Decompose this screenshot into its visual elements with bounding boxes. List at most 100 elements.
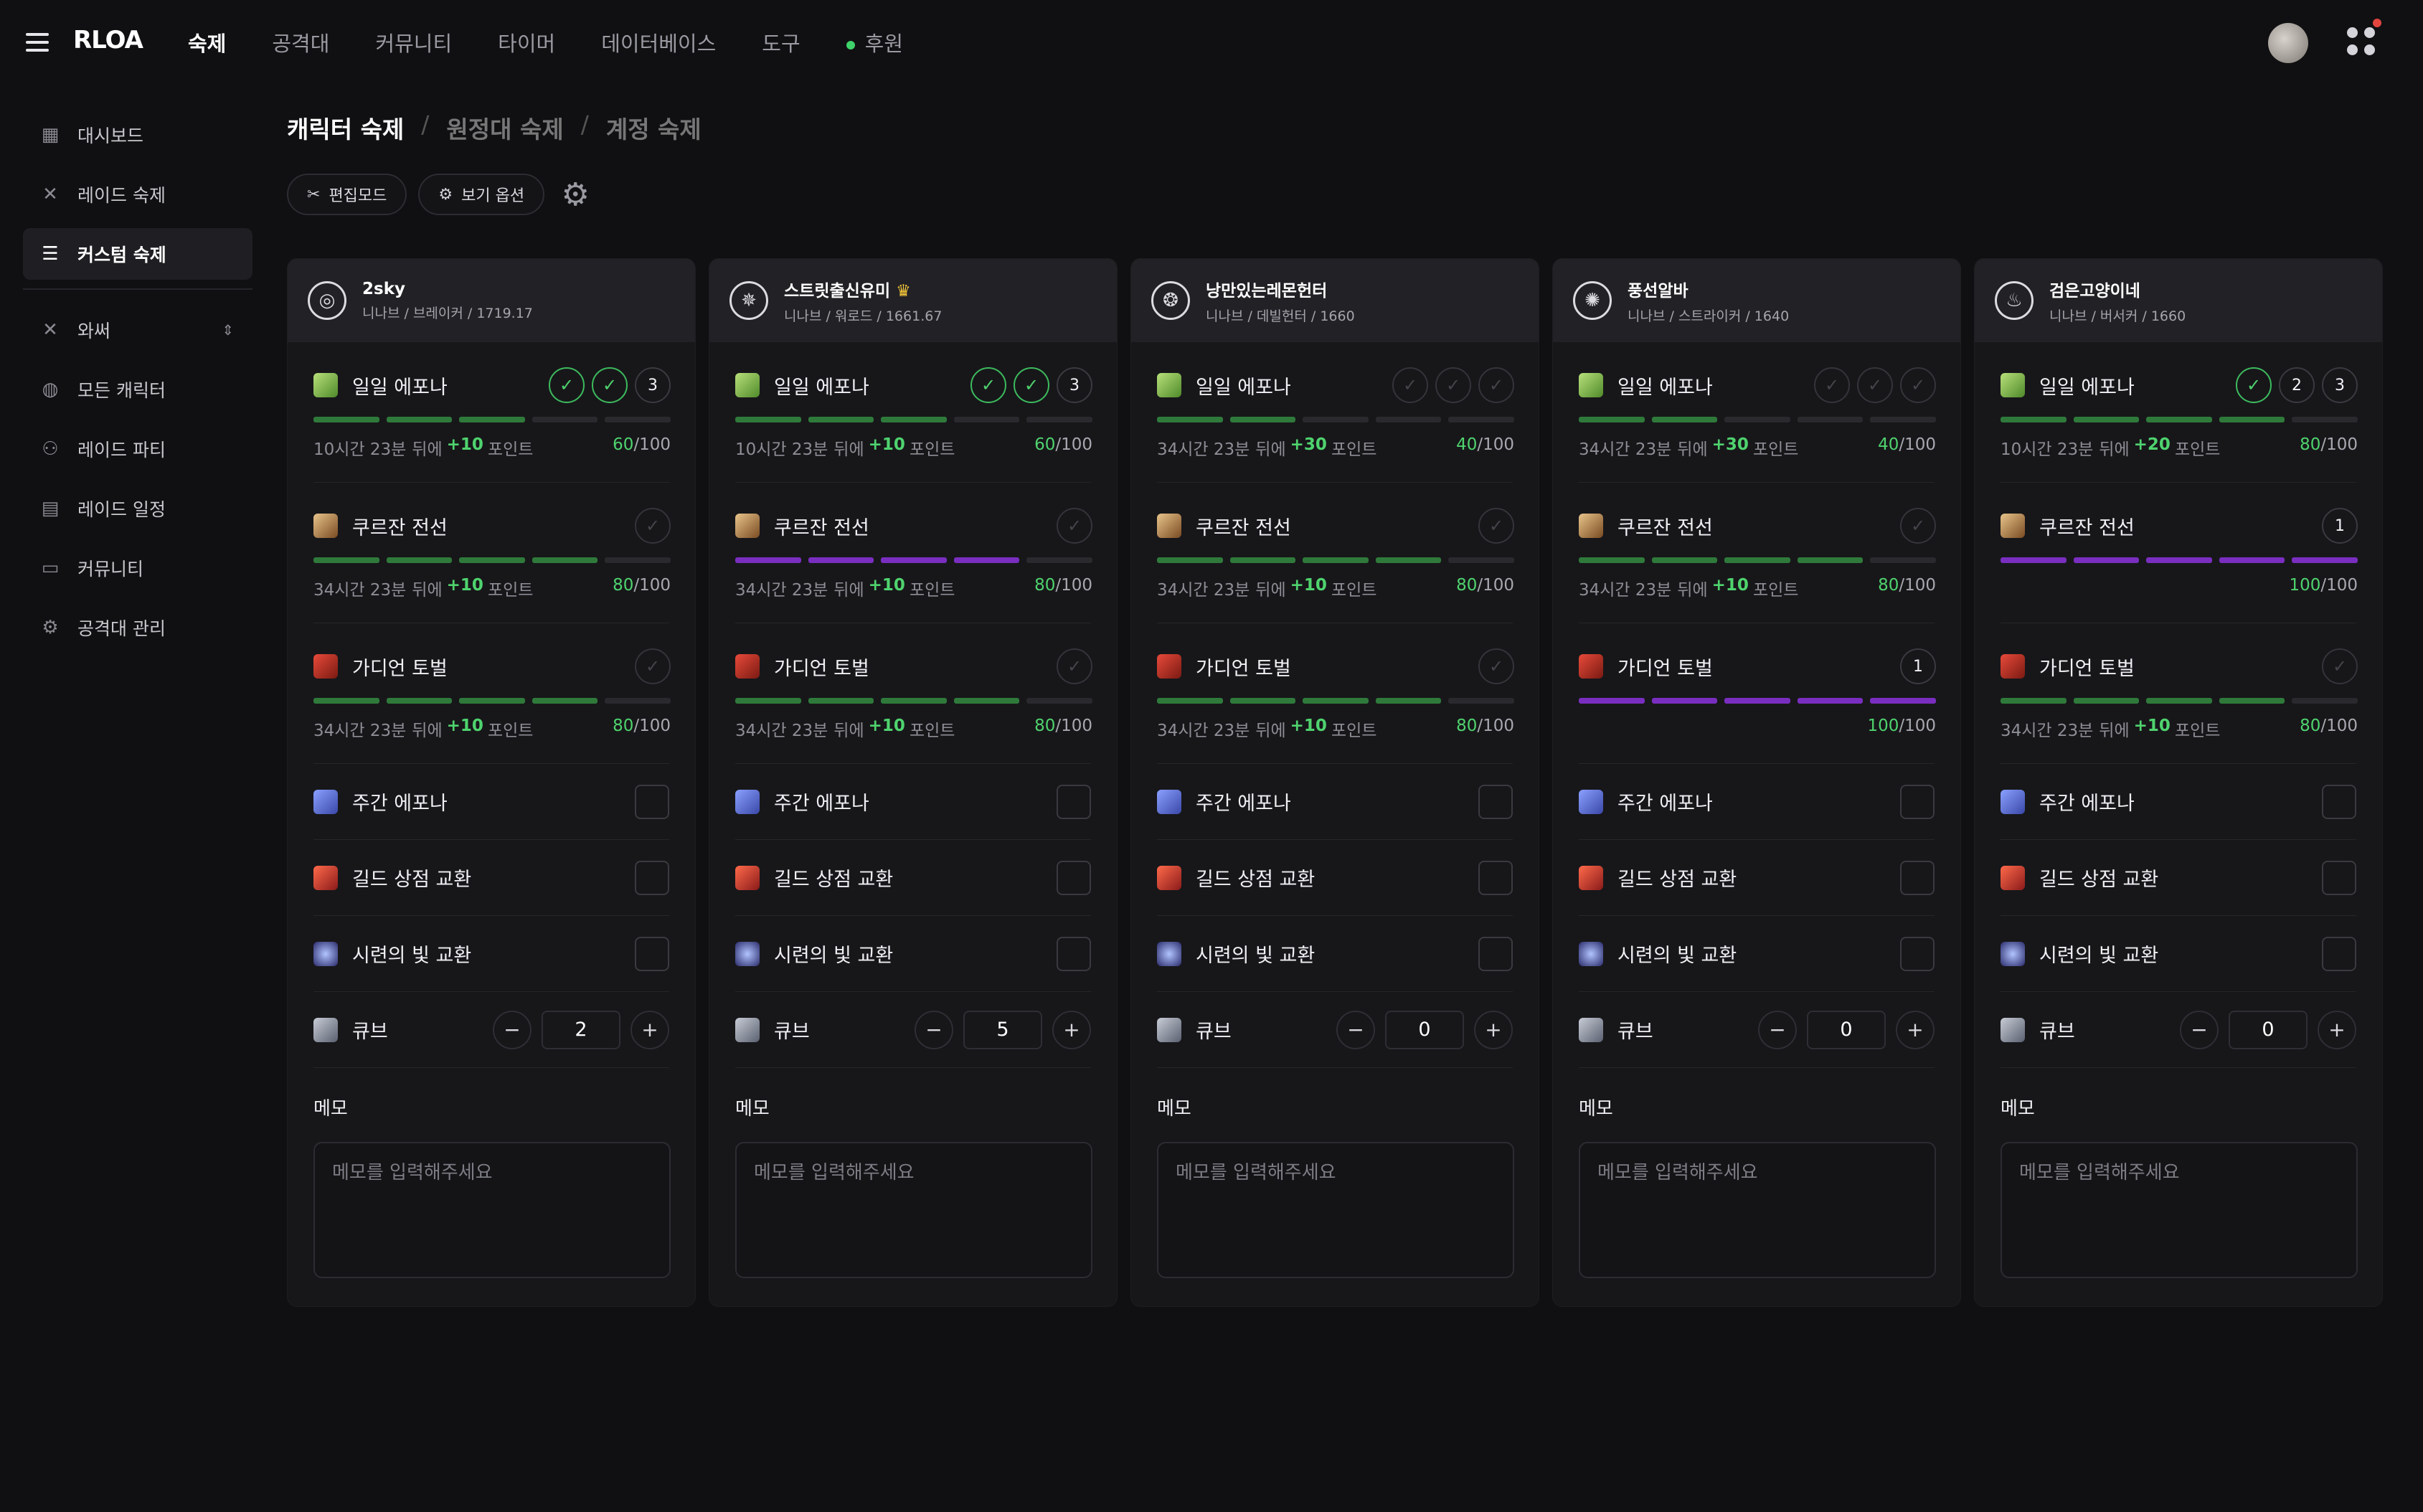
app-logo[interactable]: RLOA	[73, 26, 143, 55]
edit-mode-button[interactable]: ✂ 편집모드	[287, 174, 407, 215]
check-button[interactable]: ✓	[1857, 367, 1893, 403]
checkbox[interactable]	[1900, 860, 1935, 895]
checkbox[interactable]	[1478, 936, 1513, 971]
task-name: 큐브	[352, 1021, 388, 1043]
sidebar-item-group1-2[interactable]: ☰ 커스텀 숙제	[23, 228, 252, 280]
increment-button[interactable]: +	[1474, 1010, 1513, 1049]
sidebar-item-group2-1[interactable]: ⚇ 레이드 파티	[23, 423, 252, 475]
check-button[interactable]: ✓	[1392, 367, 1428, 403]
increment-button[interactable]: +	[1052, 1010, 1091, 1049]
checkbox[interactable]	[1057, 860, 1091, 895]
sidebar-item-group1-0[interactable]: ▦ 대시보드	[41, 124, 144, 146]
sidebar-item-group2-0[interactable]: ◍ 모든 캐릭터	[23, 364, 252, 415]
sidebar-item-group1-1[interactable]: ✕ 레이드 숙제	[23, 169, 252, 220]
tab-character-homework[interactable]: 캐릭터 숙제	[287, 115, 405, 143]
cube-count[interactable]: 5	[963, 1010, 1042, 1049]
check-button[interactable]: ✓	[1057, 508, 1092, 544]
nav-item-4[interactable]: 데이터베이스	[601, 32, 717, 56]
sidebar-item-group2-4[interactable]: ⚙ 공격대 관리	[23, 602, 252, 653]
check-button[interactable]: ✓	[1014, 367, 1049, 403]
check-button[interactable]: ✓	[1057, 648, 1092, 684]
memo-input[interactable]: 메모를 입력해주세요	[313, 1142, 671, 1278]
nav-item-3[interactable]: 타이머	[498, 32, 556, 56]
increment-button[interactable]: +	[1896, 1010, 1935, 1049]
checkbox[interactable]	[1478, 860, 1513, 895]
checkbox[interactable]	[635, 860, 669, 895]
check-button[interactable]: ✓	[1478, 508, 1514, 544]
cube-count[interactable]: 0	[2229, 1010, 2308, 1049]
task-row: 일일 에포나 ✓ ✓ ✓	[1157, 367, 1514, 404]
task-name: 시련의 빛 교환	[2039, 945, 2159, 967]
decrement-button[interactable]: −	[1336, 1010, 1375, 1049]
tab-account-homework[interactable]: 계정 숙제	[605, 115, 702, 143]
check-button[interactable]: ✓	[2322, 648, 2358, 684]
character-card: ◎ 2sky 니나브 / 브레이커 / 1719.17 일일 에포나 ✓ ✓ 3 10시간 2…	[287, 258, 696, 1307]
cube-count[interactable]: 2	[542, 1010, 620, 1049]
checkbox[interactable]	[1057, 784, 1091, 819]
checkbox[interactable]	[2322, 860, 2356, 895]
task-guardian: 가디언 토벌 1 100/100	[1579, 623, 1936, 764]
check-button[interactable]: ✓	[635, 508, 671, 544]
sidebar-item-group2-3[interactable]: ▭ 커뮤니티	[41, 557, 144, 580]
count-badge[interactable]: 1	[2322, 508, 2358, 544]
checkbox[interactable]	[635, 784, 669, 819]
nav-item-5[interactable]: 도구	[762, 32, 800, 56]
tab-expedition-homework[interactable]: 원정대 숙제	[446, 115, 564, 143]
decrement-button[interactable]: −	[2180, 1010, 2219, 1049]
increment-button[interactable]: +	[2318, 1010, 2356, 1049]
avatar[interactable]	[2268, 23, 2308, 63]
check-button[interactable]: ✓	[1900, 367, 1936, 403]
menu-icon[interactable]	[26, 33, 49, 52]
check-button[interactable]: ✓	[1900, 508, 1936, 544]
checkbox[interactable]	[2322, 936, 2356, 971]
count-badge[interactable]: 1	[1900, 648, 1936, 684]
memo-input[interactable]: 메모를 입력해주세요	[1579, 1142, 1936, 1278]
checkbox[interactable]	[1900, 936, 1935, 971]
server-selector[interactable]: ✕ 와써 ⇕	[23, 304, 252, 356]
progress-segment	[605, 417, 671, 422]
nav-item-0[interactable]: 숙제	[188, 32, 227, 56]
check-button[interactable]: ✓	[549, 367, 585, 403]
checkbox[interactable]	[2322, 784, 2356, 819]
nav-item-1[interactable]: 공격대	[272, 32, 330, 56]
memo-input[interactable]: 메모를 입력해주세요	[2001, 1142, 2358, 1278]
check-button[interactable]: ✓	[1814, 367, 1850, 403]
memo-input[interactable]: 메모를 입력해주세요	[735, 1142, 1092, 1278]
count-badge[interactable]: 3	[2322, 367, 2358, 403]
decrement-button[interactable]: −	[1758, 1010, 1797, 1049]
count-badge[interactable]: 2	[2279, 367, 2315, 403]
kurzan-icon	[735, 514, 760, 538]
count-badge[interactable]: 3	[635, 367, 671, 403]
task-row: 가디언 토벌 ✓	[2001, 648, 2358, 685]
check-button[interactable]: ✓	[2236, 367, 2272, 403]
task-guild: 길드 상점 교환	[2001, 840, 2356, 916]
task-row: 일일 에포나 ✓ ✓ ✓	[1579, 367, 1936, 404]
checkbox[interactable]	[1478, 784, 1513, 819]
task-row: 쿠르잔 전선 ✓	[313, 507, 671, 544]
count-badge[interactable]: 3	[1057, 367, 1092, 403]
increment-button[interactable]: +	[630, 1010, 669, 1049]
check-group: ✓	[635, 508, 671, 544]
check-button[interactable]: ✓	[1435, 367, 1471, 403]
view-options-button[interactable]: ⚙ 보기 옵션	[418, 174, 545, 215]
daily-icon	[1157, 373, 1181, 397]
decrement-button[interactable]: −	[493, 1010, 532, 1049]
check-button[interactable]: ✓	[1478, 367, 1514, 403]
cube-count[interactable]: 0	[1385, 1010, 1464, 1049]
check-button[interactable]: ✓	[970, 367, 1006, 403]
gear-icon[interactable]: ⚙	[561, 176, 590, 213]
apps-grid-icon[interactable]	[2347, 19, 2381, 57]
cube-count[interactable]: 0	[1807, 1010, 1886, 1049]
decrement-button[interactable]: −	[915, 1010, 953, 1049]
check-button[interactable]: ✓	[635, 648, 671, 684]
character-name: 2sky	[362, 279, 405, 298]
checkbox[interactable]	[1057, 936, 1091, 971]
checkbox[interactable]	[1900, 784, 1935, 819]
checkbox[interactable]	[635, 936, 669, 971]
sidebar-item-group2-2[interactable]: ▤ 레이드 일정	[41, 498, 166, 520]
memo-input[interactable]: 메모를 입력해주세요	[1157, 1142, 1514, 1278]
nav-item-6[interactable]: 후원	[846, 27, 903, 57]
check-button[interactable]: ✓	[592, 367, 628, 403]
check-button[interactable]: ✓	[1478, 648, 1514, 684]
nav-item-2[interactable]: 커뮤니티	[375, 32, 453, 56]
